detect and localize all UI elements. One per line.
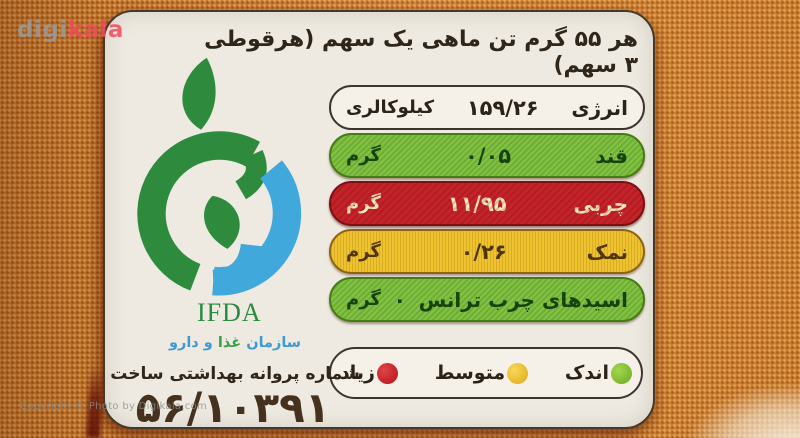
ifda-org-part1: سازمان (246, 335, 302, 351)
serving-size-header: هر ۵۵ گرم تن ماهی یک سهم (هرقوطی ۳ سهم) (204, 27, 638, 79)
row-sugar-value: ۰/۰۵ (464, 143, 512, 168)
legend-high-label: زیاد (340, 362, 375, 384)
row-sugar-name: قند (595, 143, 628, 168)
row-energy-name: انرژی (571, 95, 628, 120)
row-energy-value: ۱۵۹/۲۶ (466, 95, 539, 120)
nutrition-rows: انرژی ۱۵۹/۲۶ کیلوکالری قند ۰/۰۵ گرم چربی… (329, 85, 645, 325)
digikala-logo-digi-part: digi (17, 17, 68, 43)
row-salt-name: نمک (586, 239, 628, 264)
row-trans-fat-unit: گرم (346, 289, 381, 310)
medium-level-dot-icon (507, 362, 529, 384)
row-salt-value: ۰/۲۶ (460, 239, 507, 264)
copyright-watermark: Copyright © Photo by Digikala.com (20, 401, 208, 412)
row-trans-fat-value: ۰ (393, 287, 407, 312)
row-trans-fat-name: اسیدهای چرب ترانس (418, 287, 628, 312)
row-salt: نمک ۰/۲۶ گرم (329, 229, 645, 274)
digikala-logo-kala-part: kala (67, 17, 124, 43)
row-fat-value: ۱۱/۹۵ (447, 191, 507, 216)
ifda-org-part2: غذا (217, 335, 242, 351)
ifda-acronym: IFDA (197, 298, 262, 327)
legend-item-high: زیاد (340, 362, 398, 384)
ifda-apple-logo-icon (137, 57, 302, 296)
ifda-org-name: سازمان غذا و دارو (135, 335, 335, 351)
low-level-dot-icon (611, 362, 632, 384)
nutrition-facts-label: هر ۵۵ گرم تن ماهی یک سهم (هرقوطی ۳ سهم) … (103, 10, 655, 432)
legend-item-medium: متوسط (434, 362, 529, 384)
legend-low-label: اندک (564, 362, 609, 384)
row-salt-unit: گرم (346, 241, 381, 262)
row-sugar: قند ۰/۰۵ گرم (329, 133, 645, 178)
legend-medium-label: متوسط (434, 362, 506, 384)
row-energy-unit: کیلوکالری (346, 97, 435, 118)
row-fat-unit: گرم (346, 193, 381, 214)
license-number: ۵۶/۱۰۳۹۱ (135, 383, 331, 432)
ifda-org-part3: و دارو (168, 335, 213, 351)
row-sugar-unit: گرم (346, 145, 381, 166)
row-fat: چربی ۱۱/۹۵ گرم (329, 181, 645, 226)
level-legend: اندک متوسط زیاد (329, 347, 643, 399)
row-trans-fat: اسیدهای چرب ترانس ۰ گرم (329, 277, 645, 322)
digikala-logo-watermark: digikala (17, 17, 124, 43)
row-energy: انرژی ۱۵۹/۲۶ کیلوکالری (329, 85, 645, 130)
legend-item-low: اندک (565, 362, 632, 384)
high-level-dot-icon (376, 362, 398, 384)
row-fat-name: چربی (573, 191, 628, 216)
license-title: شماره پروانه بهداشتی ساخت (110, 364, 360, 384)
